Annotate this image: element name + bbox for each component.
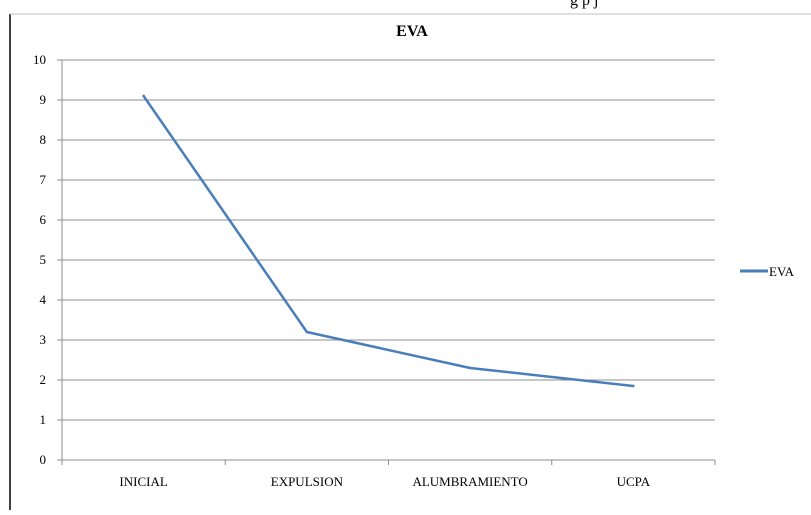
data-point-ucpa [632,384,635,388]
y-tick-label-9: 9 [40,92,47,107]
x-tick-label-alumbramiento: ALUMBRAMIENTO [412,474,527,489]
legend-label-eva: EVA [769,264,795,279]
y-tick-label-5: 5 [40,252,47,267]
x-tick-label-expulsion: EXPULSION [271,474,344,489]
y-tick-label-0: 0 [40,452,47,467]
y-tick-label-4: 4 [40,292,47,307]
header-fragment: g p j [570,0,598,9]
gridlines [62,59,715,421]
x-tick-label-ucpa: UCPA [617,474,651,489]
y-tick-label-10: 10 [33,52,46,67]
data-point-alumbramiento [468,366,472,370]
y-tick-labels: 0 1 2 3 4 5 6 7 8 9 10 [33,52,47,467]
y-tick-label-2: 2 [40,372,47,387]
y-tick-label-7: 7 [40,172,47,187]
axes [57,59,716,465]
series-lines [142,94,635,388]
y-tick-label-1: 1 [40,412,47,427]
y-tick-label-3: 3 [40,332,47,347]
data-point-inicial [142,94,145,98]
y-tick-label-8: 8 [40,132,47,147]
y-tick-label-6: 6 [40,212,47,227]
legend: EVA [740,264,795,279]
series-line-eva [142,94,635,388]
x-tick-labels: INICIAL EXPULSION ALUMBRAMIENTO UCPA [119,474,650,489]
x-tick-label-inicial: INICIAL [119,474,167,489]
data-point-expulsion [305,330,309,334]
chart-title: EVA [396,23,428,40]
